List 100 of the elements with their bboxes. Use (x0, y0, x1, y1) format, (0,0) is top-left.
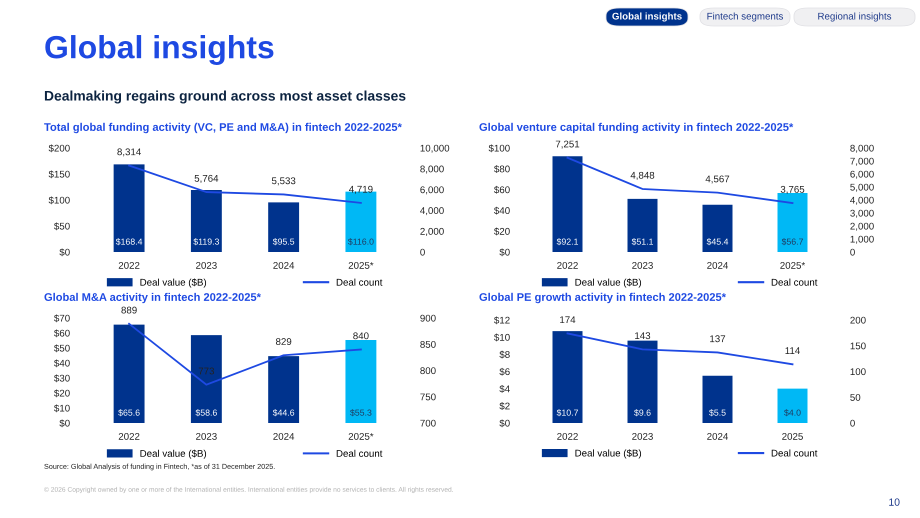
bar (114, 164, 145, 252)
y-tick-label: $0 (499, 248, 510, 256)
y2-tick-label: 0 (850, 420, 855, 427)
data-label: $5.5 (709, 409, 726, 416)
y2-tick-label: 10,000 (420, 144, 450, 153)
data-label: $9.6 (634, 409, 651, 416)
x-tick-label: 2022 (118, 432, 140, 440)
data-label: 137 (710, 335, 726, 342)
bar (552, 156, 582, 252)
y-tick-label: $200 (48, 144, 70, 152)
y2-tick-label: 5,000 (850, 184, 874, 192)
data-label: $10.7 (556, 409, 578, 416)
y-tick-label: $4 (499, 384, 510, 393)
legend-label: Deal count (336, 450, 382, 457)
x-tick-label: 2022 (118, 262, 140, 269)
bar (778, 193, 808, 252)
y2-tick-label: 2,000 (420, 228, 444, 236)
legend-label: Deal value ($B) (140, 450, 206, 459)
data-label: $51.1 (632, 238, 654, 246)
x-tick-label: 2024 (273, 262, 294, 269)
bar (268, 202, 300, 252)
data-label: 773 (198, 368, 214, 374)
x-tick-label: 2023 (196, 432, 217, 440)
legend-label: Deal count (772, 449, 818, 457)
data-label: 840 (353, 332, 369, 340)
y2-tick-label: 150 (850, 342, 866, 350)
bar (552, 331, 582, 423)
text: Regional insights (818, 12, 892, 22)
data-label: $45.4 (706, 238, 728, 246)
bar (190, 190, 222, 252)
data-label: $55.3 (350, 409, 372, 416)
x-tick-label: 2023 (632, 432, 653, 440)
y-tick-label: $20 (54, 389, 70, 398)
y2-tick-label: 50 (850, 394, 860, 401)
y-tick-label: $2 (499, 402, 510, 410)
y2-tick-label: 100 (850, 368, 866, 376)
y2-tick-label: 900 (420, 314, 436, 322)
y2-tick-label: 7,000 (850, 158, 874, 166)
y-tick-label: $80 (494, 165, 510, 173)
bar (628, 340, 658, 423)
text: Dealmaking regains ground across most asset classes (44, 90, 406, 104)
y2-tick-label: 800 (420, 367, 436, 374)
y-tick-label: $100 (488, 144, 510, 152)
y2-tick-label: 3,000 (850, 210, 874, 218)
data-label: $58.6 (196, 409, 217, 416)
y-tick-label: $50 (54, 344, 70, 352)
y2-tick-label: 8,000 (420, 166, 444, 174)
data-label: 114 (785, 347, 800, 354)
bar (702, 376, 732, 423)
x-tick-label: 2024 (707, 432, 728, 440)
text: Fintech segments (707, 12, 784, 22)
y2-tick-label: 0 (850, 248, 855, 256)
x-tick-label: 2023 (196, 262, 217, 269)
bar (190, 335, 222, 423)
data-label: 143 (635, 332, 650, 340)
y2-tick-label: 4,000 (420, 207, 444, 216)
y-tick-label: $0 (59, 419, 70, 428)
text: 10 (889, 498, 900, 506)
bar (778, 388, 808, 423)
x-tick-label: 2024 (273, 432, 294, 440)
bar (628, 198, 658, 252)
chart-title: Global venture capital funding activity in fintech 2022-2025* (479, 122, 794, 134)
x-tick-label: 2025 (782, 432, 803, 440)
x-tick-label: 2024 (707, 262, 728, 269)
data-label: 4,848 (630, 172, 654, 180)
data-label: 174 (560, 316, 576, 324)
y-tick-label: $0 (59, 248, 70, 256)
x-tick-label: 2022 (557, 432, 578, 440)
chart-title: Total global funding activity (VC, PE and M&A) in fintech 2022-2025* (44, 122, 402, 134)
data-label: $65.6 (118, 409, 140, 416)
y-tick-label: $10 (54, 404, 70, 412)
legend-label: Deal value ($B) (140, 278, 206, 288)
x-tick-label: 2023 (632, 262, 653, 269)
y-tick-label: $40 (54, 359, 70, 368)
y-tick-label: $0 (499, 419, 510, 428)
data-label: 5,533 (272, 177, 296, 186)
legend-label: Deal value ($B) (575, 449, 642, 458)
y-tick-label: $12 (494, 316, 510, 324)
y-tick-label: $60 (494, 186, 510, 194)
y2-tick-label: 700 (420, 420, 436, 427)
y-tick-label: $6 (499, 368, 510, 376)
data-label: $4.0 (784, 409, 801, 416)
y2-tick-label: 6,000 (850, 170, 874, 179)
chart-title: Global PE growth activity in fintech 2022-2025* (479, 292, 726, 304)
y-tick-label: $10 (494, 333, 510, 342)
data-label: 7,251 (556, 140, 580, 149)
y2-tick-label: 200 (850, 316, 866, 324)
y-tick-label: $40 (494, 206, 510, 215)
data-label: $168.4 (116, 238, 142, 246)
y2-tick-label: 850 (420, 340, 436, 348)
y2-tick-label: 2,000 (850, 222, 874, 231)
data-label: 4,567 (706, 175, 730, 184)
y-tick-label: $100 (48, 196, 70, 204)
legend-label: Deal value ($B) (575, 278, 642, 288)
y-tick-label: $150 (48, 170, 70, 178)
bar (114, 324, 145, 423)
y-tick-label: $30 (54, 374, 70, 382)
data-label: $119.3 (193, 238, 220, 246)
y-tick-label: $60 (54, 329, 70, 338)
legend-label: Deal count (772, 278, 818, 286)
